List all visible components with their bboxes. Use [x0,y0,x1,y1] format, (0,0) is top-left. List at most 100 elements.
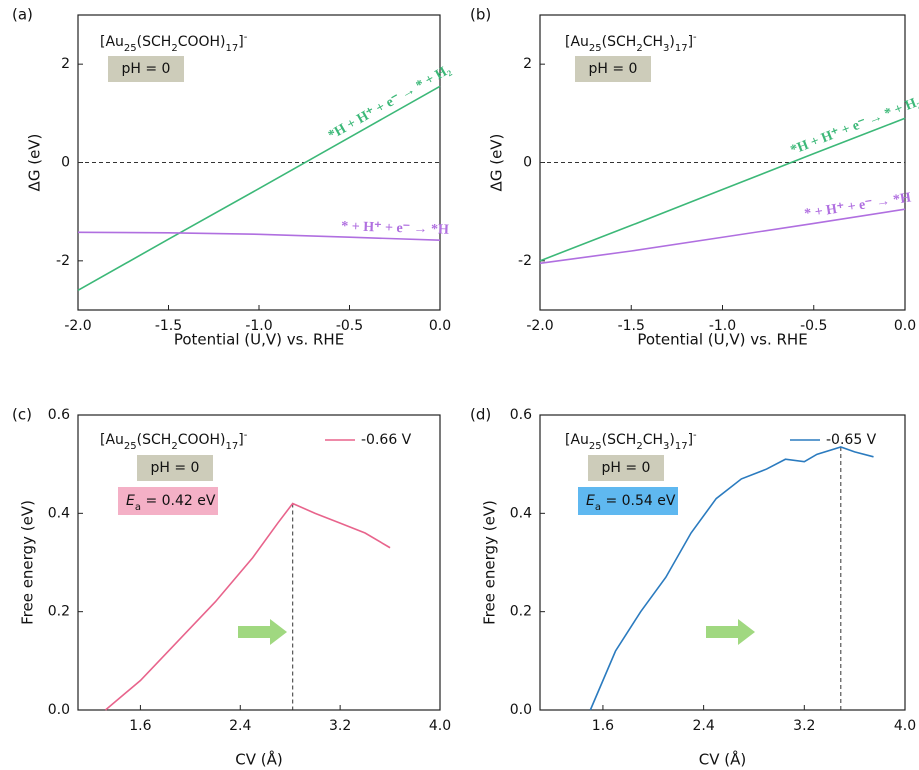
ea-subscript: a [595,502,601,513]
formula-part: CH [643,432,663,448]
y-axis-label: Free energy (eV) [481,500,499,625]
y-tick-label: -2 [56,253,70,269]
formula-part: [Au [100,34,124,50]
formula-part: - [244,430,248,441]
x-axis-label: Potential (U,V) vs. RHE [174,331,344,349]
y-tick-label: -2 [518,253,532,269]
legend-label: -0.66 V [361,432,412,448]
formula-part: 17 [226,441,239,452]
formula-part: ) [669,34,674,50]
formula-part: (SCH [137,432,172,448]
formula-part: 2 [636,441,642,452]
y-tick-label: 0 [61,155,70,171]
y-tick-label: 0 [523,155,532,171]
series-label: *H + H⁺ + e⁻ → * + H₂ [789,94,919,158]
y-tick-label: 0.2 [48,604,70,620]
transition-arrow [238,619,287,645]
series-line [77,231,441,241]
x-tick-label: -1.5 [618,318,645,334]
formula-part: (SCH [137,34,172,50]
series-label: * + H⁺ + e⁻ → *H [341,219,449,238]
condition: pH = 0 [122,61,171,77]
formula-part: 2 [636,43,642,54]
x-tick-label: -2.0 [64,318,91,334]
formula: [Au25(SCH2COOH)17]- [100,430,248,452]
condition-box [588,455,664,481]
formula-part: ] [688,432,693,448]
formula: [Au25(SCH2CH3)17]- [565,32,697,54]
x-tick-label: -1.0 [245,318,272,334]
ea-text: = 0.42 eV [141,493,216,509]
formula: [Au25(SCH2COOH)17]- [100,32,248,54]
x-tick-label: 0.0 [894,318,916,334]
formula-part: (SCH [602,34,637,50]
x-tick-label: 1.6 [592,718,614,734]
x-axis-label: Potential (U,V) vs. RHE [637,331,807,349]
formula-part: [Au [565,432,589,448]
formula-part: [Au [565,34,589,50]
formula-part: 25 [124,441,137,452]
arrow [238,619,755,645]
x-axis-label: CV (Å) [699,750,746,769]
y-tick-label: 0.6 [510,407,532,423]
formula-part: 17 [675,441,688,452]
transition-arrow [706,619,755,645]
x-tick-label: 3.2 [329,718,351,734]
x-tick-label: 2.4 [692,718,714,734]
formula: [Au25(SCH2CH3)17]- [565,430,697,452]
x-tick-label: 3.2 [793,718,815,734]
x-tick-label: -1.5 [155,318,182,334]
panel-label: (a) [12,6,33,24]
formula-part: COOH) [178,34,226,50]
formula-part: - [244,32,248,43]
y-axis-label: Free energy (eV) [19,500,37,625]
formula-part: 25 [589,441,602,452]
formula-part: COOH) [178,432,226,448]
formula-part: - [693,430,697,441]
series-line [104,502,391,711]
ea-text: = 0.54 eV [601,493,676,509]
plot-frame [539,414,906,711]
y-axis-label: ΔG (eV) [488,134,506,192]
panel-label: (d) [470,406,491,424]
y-tick-label: 0.4 [48,505,70,521]
panel-label: (c) [12,406,32,424]
y-tick-label: 2 [61,56,70,72]
series-line [539,117,906,262]
y-tick-label: 0.6 [48,407,70,423]
formula-part: 3 [663,43,669,54]
y-tick-label: 0.4 [510,505,532,521]
series-line [539,208,906,265]
ea-symbol: E [586,493,595,509]
formula-part: ) [669,432,674,448]
x-tick-label: -0.5 [800,318,827,334]
y-tick-label: 0.2 [510,604,532,620]
formula-part: ] [238,432,243,448]
x-tick-label: 1.6 [129,718,151,734]
x-tick-label: -2.0 [526,318,553,334]
formula-part: 17 [226,43,239,54]
formula-part: - [693,32,697,43]
y-tick-label: 0.0 [48,702,70,718]
ea-symbol: E [126,493,135,509]
formula-part: 17 [675,43,688,54]
condition-box [575,56,651,82]
x-tick-label: -1.0 [709,318,736,334]
formula-part: ] [688,34,693,50]
panel-label: (b) [470,6,491,24]
y-tick-label: 0.0 [510,702,532,718]
x-tick-label: 2.4 [229,718,251,734]
plot-frame [77,414,441,711]
condition-box [137,455,213,481]
condition: pH = 0 [589,61,638,77]
legend-label: -0.65 V [826,432,877,448]
y-axis-label: ΔG (eV) [26,134,44,192]
panel: (d) 1.6 2.4 3.2 4.0 0.0 0.2 0.4 0.6 CV (Å) Free en… [470,406,916,769]
activation-energy: Ea = 0.42 eV [126,493,216,513]
panel: (c) 1.6 2.4 3.2 4.0 0.0 0.2 0.4 0.6 CV (Å) Free en… [12,406,451,769]
series-label: *H + H⁺ + e⁻ → * + H₂ [326,62,453,143]
formula-part: (SCH [602,432,637,448]
y-tick-label: 2 [523,56,532,72]
